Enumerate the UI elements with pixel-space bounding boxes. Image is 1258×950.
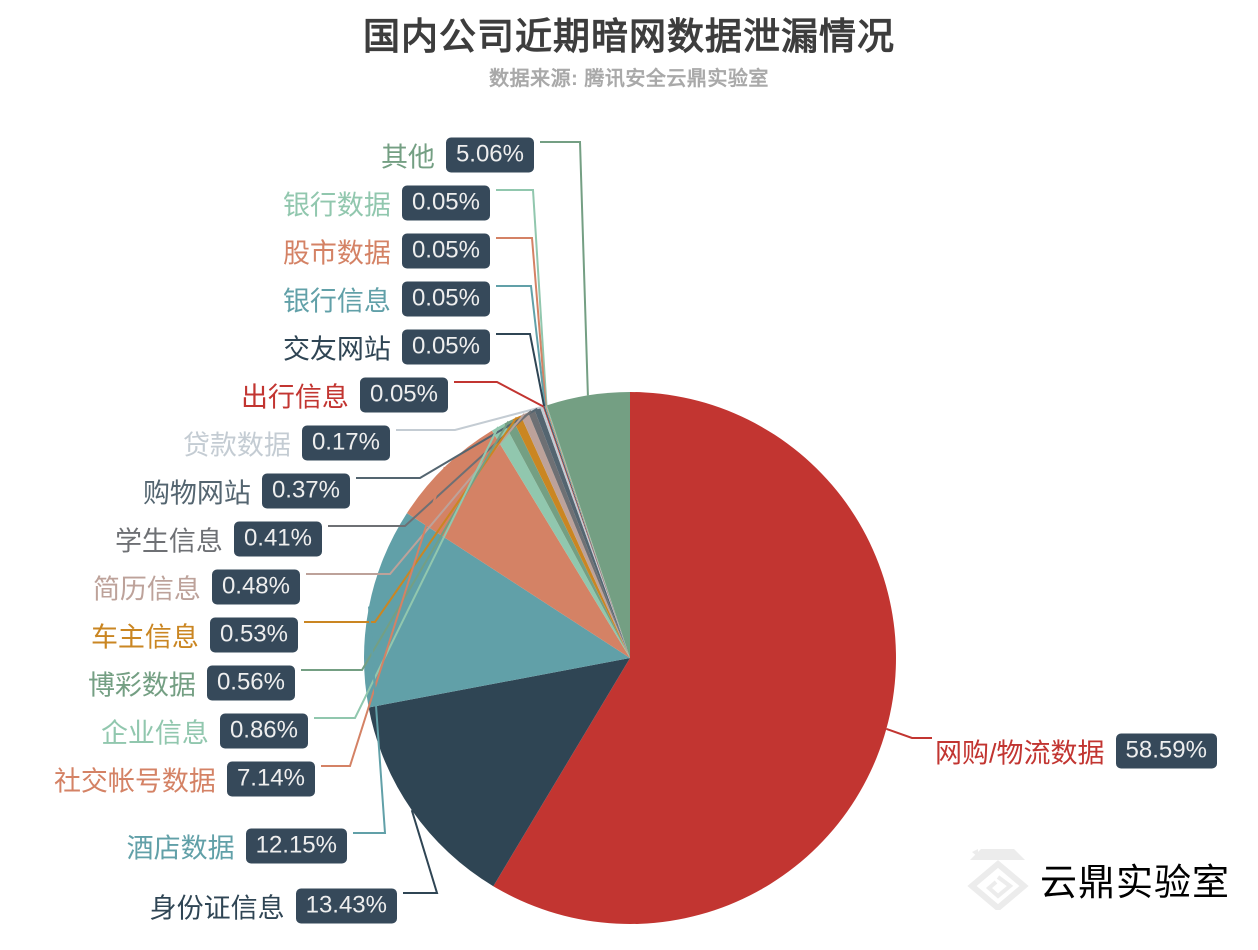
label-row-0.17pct: 贷款数据 0.17%: [183, 424, 390, 463]
slice-name-label: 学生信息: [114, 526, 223, 557]
slice-percent-badge: 0.17%: [301, 425, 390, 461]
label-row-0.41pct: 学生信息 0.41%: [115, 520, 322, 559]
label-row-5.06pct: 其他 5.06%: [381, 136, 534, 175]
slice-percent-badge: 0.05%: [401, 233, 490, 269]
slice-name-label: 其他: [380, 142, 435, 173]
leader-line: [886, 727, 932, 739]
leader-line: [496, 285, 546, 407]
label-row-58.59pct: 网购/物流数据 58.59%: [935, 732, 1217, 771]
slice-name-label: 酒店数据: [126, 833, 235, 864]
pie-slice-15[interactable]: [546, 405, 630, 658]
pie-slice-8[interactable]: [528, 409, 630, 658]
pie-slice-4[interactable]: [491, 423, 630, 658]
pie-slice-2[interactable]: [363, 513, 630, 708]
slice-name-label: 购物网站: [142, 478, 251, 509]
slice-name-label: 企业信息: [100, 718, 209, 749]
pie-slice-13[interactable]: [544, 405, 630, 658]
slice-percent-badge: 13.43%: [295, 888, 397, 924]
pie-slice-11[interactable]: [542, 406, 630, 658]
slice-percent-badge: 0.53%: [209, 617, 298, 653]
leader-line: [396, 406, 542, 431]
pie-slice-12[interactable]: [543, 406, 630, 658]
leader-line: [496, 333, 546, 407]
pie-slice-7[interactable]: [520, 412, 630, 658]
leader-line: [356, 407, 538, 479]
leader-line: [306, 413, 526, 575]
label-row-0.05pct: 交友网站 0.05%: [283, 328, 490, 367]
leader-line: [540, 141, 589, 396]
label-row-12.15pct: 酒店数据 12.15%: [127, 827, 347, 866]
watermark-logo-icon: [967, 849, 1029, 910]
label-row-0.37pct: 购物网站 0.37%: [143, 472, 350, 511]
slice-percent-badge: 0.41%: [233, 521, 322, 557]
pie-slice-5[interactable]: [504, 419, 630, 658]
watermark-text: 云鼎实验室: [1040, 862, 1230, 903]
slice-name-label: 股市数据: [282, 238, 391, 269]
label-row-0.05pct: 股市数据 0.05%: [283, 232, 490, 271]
slice-name-label: 社交帐号数据: [53, 766, 216, 797]
pie-slice-0[interactable]: [493, 392, 896, 924]
leader-line: [353, 606, 387, 834]
slice-percent-badge: 0.05%: [401, 329, 490, 365]
pie-slices: [363, 392, 896, 924]
label-row-0.05pct: 银行数据 0.05%: [283, 184, 490, 223]
slice-percent-badge: 0.05%: [401, 185, 490, 221]
slice-percent-badge: 0.05%: [401, 281, 490, 317]
slice-name-label: 身份证信息: [149, 893, 285, 924]
slice-name-label: 网购/物流数据: [935, 738, 1105, 769]
leader-line: [314, 426, 499, 719]
leader-line: [496, 237, 547, 406]
label-row-0.05pct: 出行信息 0.05%: [241, 376, 448, 415]
slice-percent-badge: 7.14%: [226, 761, 315, 797]
leader-line: [328, 410, 532, 527]
pie-slice-6[interactable]: [512, 415, 630, 659]
pie-slice-10[interactable]: [540, 406, 630, 658]
label-row-0.05pct: 银行信息 0.05%: [283, 280, 490, 319]
pie-slice-1[interactable]: [368, 658, 630, 887]
label-row-0.56pct: 博彩数据 0.56%: [88, 664, 295, 703]
label-row-7.14pct: 社交帐号数据 7.14%: [54, 760, 315, 799]
chart-title: 国内公司近期暗网数据泄漏情况: [363, 16, 895, 57]
chart-subtitle: 数据来源: 腾讯安全云鼎实验室: [489, 68, 769, 90]
watermark: 云鼎实验室: [966, 848, 1230, 910]
slice-percent-badge: 0.05%: [359, 377, 448, 413]
pie-slice-14[interactable]: [545, 405, 630, 658]
leader-line: [403, 809, 439, 894]
leader-line: [454, 381, 544, 408]
slice-name-label: 简历信息: [92, 574, 201, 605]
slice-percent-badge: 58.59%: [1115, 733, 1217, 769]
label-row-0.53pct: 车主信息 0.53%: [91, 616, 298, 655]
label-row-13.43pct: 身份证信息 13.43%: [150, 887, 397, 926]
slice-percent-badge: 0.86%: [219, 713, 308, 749]
pie-slice-9[interactable]: [534, 407, 630, 658]
slice-name-label: 车主信息: [90, 622, 199, 653]
pie-slice-16[interactable]: [546, 392, 630, 658]
slice-percent-badge: 12.15%: [245, 828, 347, 864]
slice-percent-badge: 0.37%: [261, 473, 350, 509]
slice-name-label: 出行信息: [240, 382, 349, 413]
slice-name-label: 博彩数据: [87, 670, 196, 701]
slice-percent-badge: 0.48%: [211, 569, 300, 605]
slice-percent-badge: 0.56%: [206, 665, 295, 701]
slice-name-label: 银行数据: [282, 190, 391, 221]
leader-line: [496, 189, 548, 406]
leader-line: [321, 466, 446, 767]
slice-percent-badge: 5.06%: [445, 137, 534, 173]
slice-name-label: 银行信息: [282, 286, 391, 317]
slice-name-label: 贷款数据: [182, 430, 291, 461]
label-row-0.48pct: 简历信息 0.48%: [93, 568, 300, 607]
label-row-0.86pct: 企业信息 0.86%: [101, 712, 308, 751]
slice-name-label: 交友网站: [282, 334, 391, 365]
leader-lines: [301, 141, 932, 894]
